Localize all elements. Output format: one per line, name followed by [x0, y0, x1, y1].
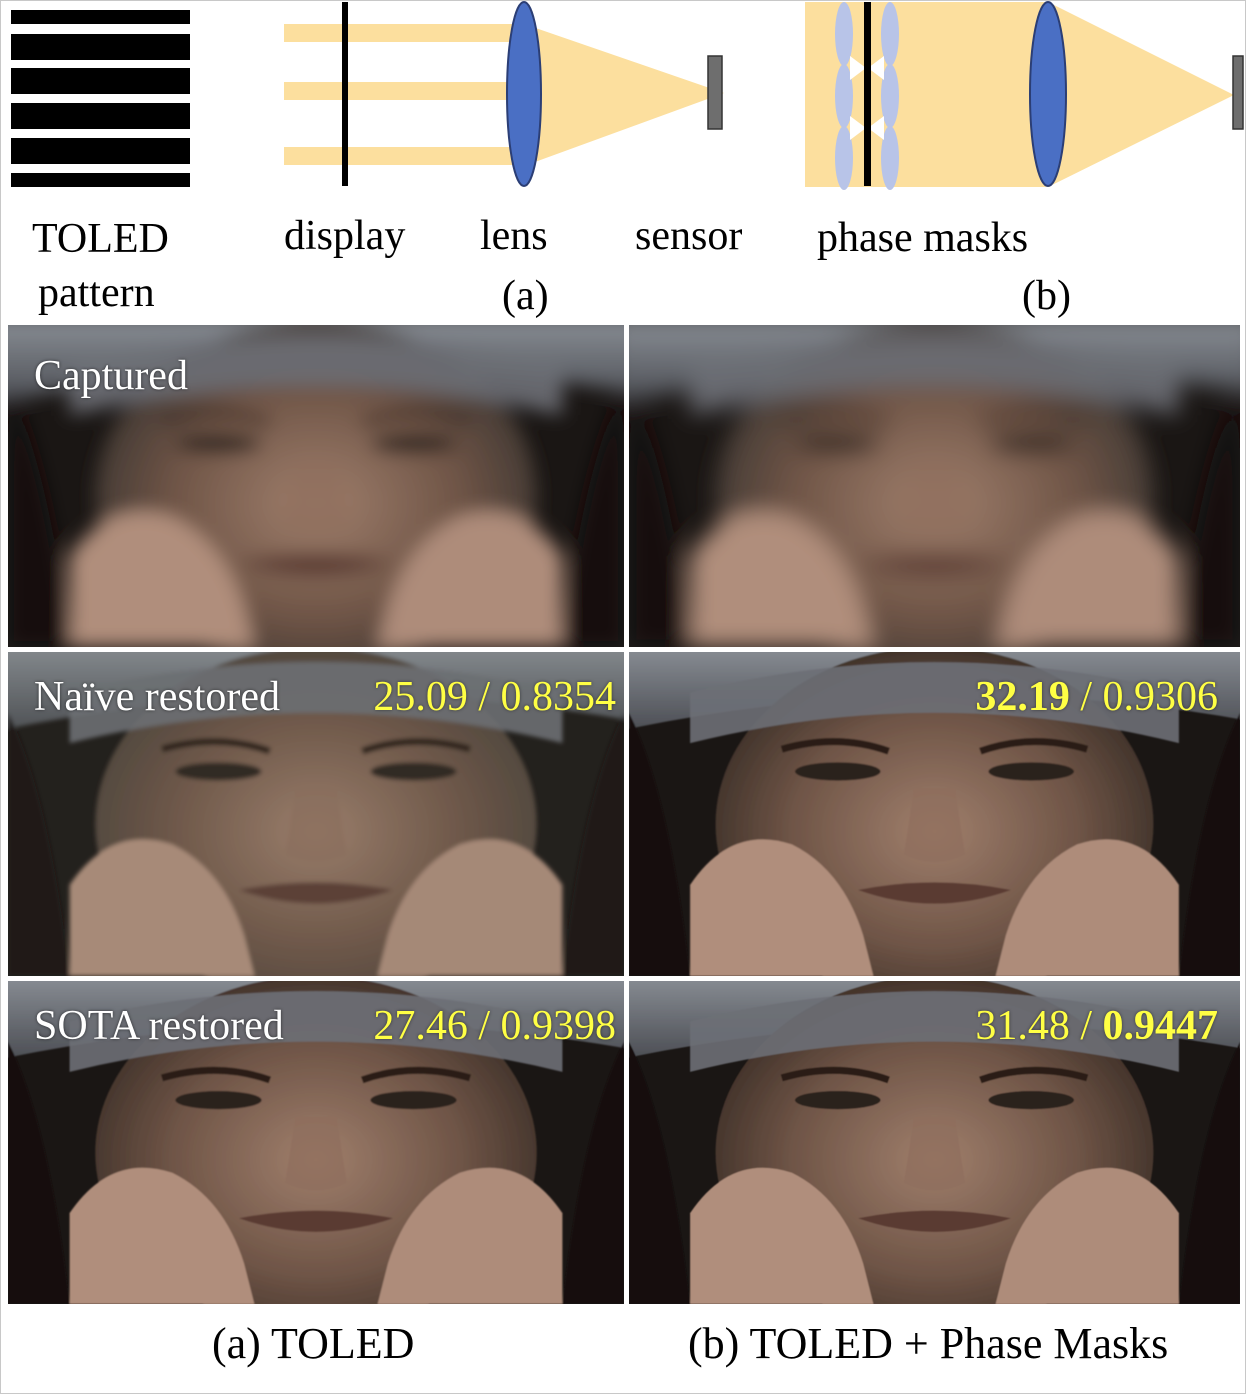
mask-gap — [868, 116, 884, 140]
row-label: SOTA restored — [34, 1003, 284, 1049]
toled-pattern-bar — [11, 34, 190, 60]
psnr-value: 25.09 — [373, 674, 468, 720]
phase-masks-label: phase masks — [817, 215, 1029, 261]
toled-pattern-bar — [11, 103, 190, 129]
focus-cone — [1048, 2, 1234, 187]
toled-pattern-label-line2: pattern — [38, 270, 155, 316]
sensor-icon — [1232, 55, 1244, 130]
sensor-label: sensor — [635, 213, 743, 259]
image-panel-row2-toled: Naïve restored 25.09 / 0.8354 — [8, 652, 624, 976]
ssim-value: 0.9306 — [1102, 674, 1219, 720]
image-panel-row1-toled: Captured — [8, 325, 624, 647]
toled-pattern-label-line1: TOLED — [32, 216, 169, 262]
lens-label: lens — [480, 213, 548, 259]
face-photo-illustration — [8, 325, 624, 647]
psnr-ssim-metric: 25.09 / 0.8354 — [373, 676, 616, 718]
caption-right: (b) TOLED + Phase Masks — [688, 1319, 1169, 1368]
ssim-value: 0.9447 — [1102, 1003, 1219, 1049]
row-label: Naïve restored — [34, 674, 281, 720]
display-line — [864, 2, 871, 186]
diagram-b — [805, 1, 1244, 190]
optics-diagram — [284, 1, 1244, 190]
beam — [284, 24, 520, 42]
subfigure-a-label: (a) — [502, 273, 549, 319]
image-panel-row3-phase-masks: 31.48 / 0.9447 — [629, 981, 1240, 1304]
image-panel-row3-toled: SOTA restored 27.46 / 0.9398 — [8, 981, 624, 1304]
ssim-value: 0.9398 — [500, 1003, 617, 1049]
beam — [284, 82, 520, 100]
phase-mask-lenslet — [835, 126, 853, 190]
ssim-value: 0.8354 — [500, 674, 617, 720]
phase-mask-lenslet — [835, 64, 853, 128]
display-label: display — [284, 213, 406, 259]
face-photo-illustration — [629, 652, 1240, 976]
diagram-a — [284, 1, 724, 187]
lens-icon — [1029, 1, 1067, 187]
face-photo-illustration — [629, 981, 1240, 1304]
phase-mask-lenslet — [881, 64, 899, 128]
caption-left: (a) TOLED — [212, 1319, 415, 1368]
phase-mask-lenslet — [881, 126, 899, 190]
image-panel-row1-phase-masks — [629, 325, 1240, 647]
psnr-value: 31.48 — [975, 1003, 1070, 1049]
face-photo-illustration — [629, 325, 1240, 647]
toled-pattern-bar — [11, 173, 190, 187]
toled-pattern-bar — [11, 138, 190, 164]
phase-mask-lenslet — [881, 2, 899, 66]
metric-separator: / — [467, 1003, 501, 1049]
psnr-ssim-metric: 32.19 / 0.9306 — [975, 676, 1218, 718]
face-photo-illustration — [8, 981, 624, 1304]
mask-gap — [850, 56, 866, 80]
image-panel-row2-phase-masks: 32.19 / 0.9306 — [629, 652, 1240, 976]
mask-gap — [868, 56, 884, 80]
mask-gap — [850, 116, 866, 140]
metric-separator: / — [1069, 674, 1103, 720]
beam — [284, 147, 520, 165]
row-label: Captured — [34, 353, 188, 399]
phase-mask-lenslet — [835, 2, 853, 66]
toled-pattern-bar — [11, 68, 190, 94]
lens-icon — [506, 1, 542, 187]
psnr-value: 27.46 — [373, 1003, 468, 1049]
psnr-ssim-metric: 31.48 / 0.9447 — [975, 1005, 1218, 1047]
psnr-ssim-metric: 27.46 / 0.9398 — [373, 1005, 616, 1047]
sensor-icon — [707, 55, 723, 130]
face-photo-illustration — [8, 652, 624, 976]
metric-separator: / — [1069, 1003, 1103, 1049]
toled-pattern-bar — [11, 10, 190, 24]
focus-cone — [524, 24, 724, 166]
display-line — [342, 2, 348, 186]
psnr-value: 32.19 — [975, 674, 1070, 720]
subfigure-b-label: (b) — [1022, 273, 1071, 319]
metric-separator: / — [467, 674, 501, 720]
